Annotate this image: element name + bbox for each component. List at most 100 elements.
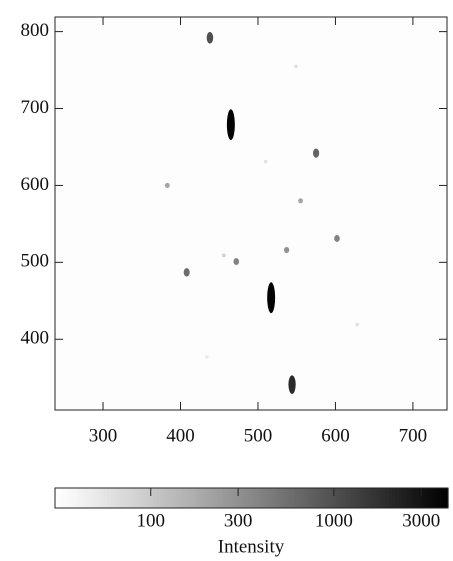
colorbar-cell — [91, 488, 95, 508]
colorbar-cell — [84, 488, 89, 508]
y-tick-label: 800 — [21, 20, 50, 41]
colorbar-cell — [199, 488, 203, 508]
colorbar-cell — [287, 488, 292, 508]
colorbar-cell — [395, 488, 400, 508]
diffraction-spot — [183, 268, 190, 277]
colorbar-cell — [228, 488, 233, 508]
x-tick-label: 500 — [244, 425, 273, 446]
colorbar-cell — [330, 488, 334, 508]
colorbar-cell — [408, 488, 413, 508]
colorbar-cell — [434, 488, 439, 508]
colorbar-cell — [385, 488, 390, 508]
colorbar-cell — [172, 488, 177, 508]
colorbar-cell — [431, 488, 436, 508]
colorbar-cell — [297, 488, 302, 508]
colorbar-cell — [238, 488, 243, 508]
colorbar-cell — [74, 488, 79, 508]
colorbar-cell — [133, 488, 138, 508]
colorbar-cell — [97, 488, 102, 508]
colorbar-cell — [339, 488, 344, 508]
colorbar-cell — [71, 488, 76, 508]
colorbar-cell — [356, 488, 361, 508]
diffraction-spot — [205, 355, 209, 359]
diffraction-spot — [221, 253, 226, 258]
colorbar-cell — [215, 488, 220, 508]
colorbar-cell — [231, 488, 236, 508]
colorbar-cell — [366, 488, 370, 508]
colorbar-cell — [382, 488, 387, 508]
colorbar-cell — [264, 488, 269, 508]
colorbar-cell — [186, 488, 190, 508]
colorbar-cell — [317, 488, 321, 508]
colorbar-cell — [153, 488, 158, 508]
colorbar-cell — [107, 488, 112, 508]
colorbar-cell — [359, 488, 364, 508]
colorbar-cell — [163, 488, 167, 508]
diffraction-spot — [288, 375, 296, 394]
colorbar-cell — [258, 488, 262, 508]
colorbar-cell — [77, 488, 82, 508]
x-tick-label: 700 — [399, 425, 428, 446]
colorbar-cell — [248, 488, 253, 508]
y-tick-label: 500 — [21, 251, 50, 272]
colorbar-cell — [192, 488, 197, 508]
colorbar-cell — [310, 488, 315, 508]
colorbar-cell — [225, 488, 230, 508]
colorbar-cell — [326, 488, 331, 508]
diffraction-spot — [233, 258, 240, 266]
colorbar-cell — [146, 488, 151, 508]
colorbar-cell — [428, 488, 433, 508]
colorbar-cell — [235, 488, 239, 508]
colorbar-cell — [156, 488, 161, 508]
colorbar-cell — [202, 488, 207, 508]
colorbar-tick-label: 1000 — [315, 510, 353, 531]
colorbar-cell — [68, 488, 72, 508]
diffraction-spot — [263, 159, 268, 164]
colorbar-cell — [441, 488, 446, 508]
colorbar-cell — [251, 488, 256, 508]
colorbar-cell — [100, 488, 105, 508]
diffraction-spot — [312, 148, 320, 158]
colorbar-cell — [81, 488, 86, 508]
colorbar-cell — [421, 488, 426, 508]
colorbar-cell — [346, 488, 351, 508]
colorbar-cell — [392, 488, 397, 508]
colorbar-cell — [212, 488, 217, 508]
diffraction-spot — [164, 182, 170, 189]
y-tick-label: 600 — [21, 174, 50, 195]
colorbar-cell — [336, 488, 341, 508]
colorbar-cell — [55, 488, 59, 508]
colorbar-cell — [444, 488, 449, 508]
colorbar-cell — [402, 488, 407, 508]
diffraction-spot — [294, 64, 298, 69]
colorbar-frame — [54, 487, 449, 509]
colorbar-cell — [405, 488, 410, 508]
x-tick-label: 300 — [89, 425, 118, 446]
plot-frame — [54, 16, 448, 411]
colorbar-cell — [254, 488, 259, 508]
colorbar-cell — [284, 488, 289, 508]
diffraction-spot — [334, 235, 340, 242]
colorbar-cell — [136, 488, 141, 508]
colorbar-label: Intensity — [218, 536, 285, 557]
diffraction-spot — [226, 109, 235, 141]
colorbar-cell — [313, 488, 318, 508]
colorbar-cell — [130, 488, 135, 508]
colorbar-cell — [300, 488, 305, 508]
colorbar-cell — [372, 488, 377, 508]
colorbar-cell — [159, 488, 164, 508]
colorbar-cell — [307, 488, 312, 508]
colorbar-cell — [271, 488, 276, 508]
colorbar-cell — [375, 488, 380, 508]
colorbar-cell — [149, 488, 154, 508]
colorbar-cell — [189, 488, 194, 508]
colorbar-cell — [438, 488, 443, 508]
colorbar-cell — [369, 488, 374, 508]
colorbar-cell — [418, 488, 423, 508]
colorbar-cell — [415, 488, 420, 508]
colorbar-cell — [333, 488, 338, 508]
colorbar-cell — [195, 488, 200, 508]
colorbar-cell — [218, 488, 223, 508]
colorbar-cell — [274, 488, 279, 508]
